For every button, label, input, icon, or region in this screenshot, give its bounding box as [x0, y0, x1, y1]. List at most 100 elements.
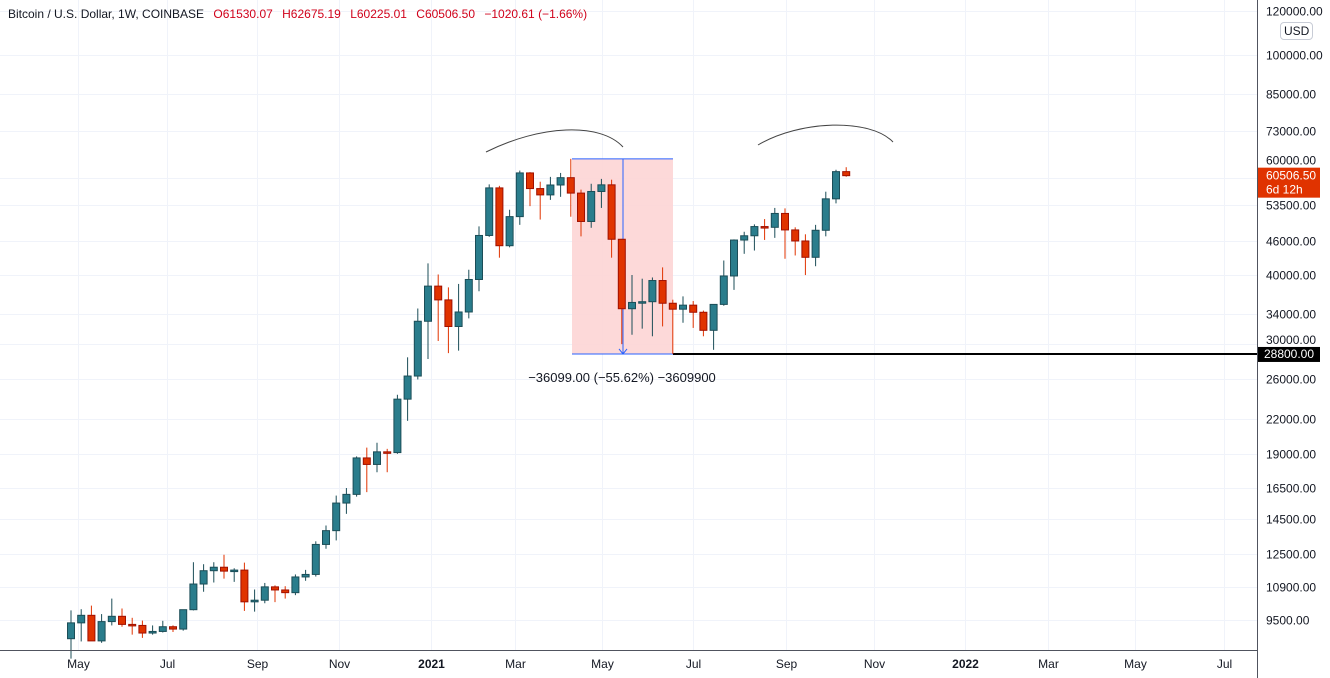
candle-body [148, 630, 157, 634]
candle [770, 207, 779, 238]
candle-body [750, 226, 759, 237]
last-price-label: 60506.50 6d 12h [1258, 167, 1320, 198]
candle-body [322, 530, 330, 545]
candle-body [271, 586, 279, 591]
candle-body [403, 375, 412, 400]
candle-body [332, 502, 341, 532]
candle [138, 620, 147, 638]
candle [424, 263, 432, 360]
candle-body [240, 569, 249, 603]
time-tick-label: Jul [1217, 657, 1232, 671]
ohlc-low: L60225.01 [350, 7, 407, 21]
candle [628, 275, 636, 335]
price-axis[interactable]: 9500.00 10900.00 12500.00 14500.00 16500.00 1… [1266, 5, 1323, 628]
candle [240, 562, 249, 611]
candle-body [107, 615, 116, 623]
candle-body [301, 573, 310, 578]
candle [526, 172, 534, 207]
candle-body [628, 301, 636, 310]
candle [403, 357, 412, 421]
candle-body [352, 457, 361, 495]
candle-body [821, 198, 830, 231]
candle [281, 586, 290, 599]
candle-body [189, 583, 198, 611]
svg-text:28800.00: 28800.00 [1264, 347, 1314, 361]
price-tick-label: 85000.00 [1266, 88, 1316, 102]
time-tick-label: Jul [160, 657, 175, 671]
candle [709, 303, 718, 350]
candle [373, 442, 381, 473]
time-tick-label: Nov [864, 657, 885, 671]
candle [342, 488, 351, 514]
candle-body [505, 216, 514, 247]
candle-body [475, 234, 483, 280]
price-tick-label: 40000.00 [1266, 269, 1316, 283]
candle-body [597, 184, 606, 192]
candle [617, 238, 626, 345]
time-tick-label: May [591, 657, 614, 671]
drawn-arc-right[interactable] [757, 124, 894, 146]
candle-body [230, 569, 239, 573]
currency-button[interactable]: USD [1280, 22, 1314, 40]
candle-body [97, 621, 106, 642]
price-tick-label: 34000.00 [1266, 308, 1316, 322]
candle [148, 625, 157, 635]
candle-body [495, 187, 504, 247]
candle-body [373, 451, 381, 465]
price-tick-label: 10900.00 [1266, 581, 1316, 595]
candle-body [77, 614, 86, 624]
candle [505, 209, 514, 248]
candle [791, 227, 800, 256]
ohlc-close: C60506.50 [416, 7, 475, 21]
candle-body [791, 229, 800, 242]
candle [801, 234, 810, 276]
candle [597, 178, 606, 208]
time-tick-label: Nov [329, 657, 350, 671]
candle [189, 562, 198, 611]
candle [648, 277, 657, 337]
candle-body [87, 614, 96, 642]
candle [87, 605, 96, 642]
candle-body [342, 493, 351, 504]
candle-body [658, 280, 667, 304]
price-tick-label: 46000.00 [1266, 235, 1316, 249]
candle-body [587, 190, 596, 222]
candle [362, 447, 371, 493]
time-axis[interactable]: May Jul Sep Nov 2021 Mar May Jul Sep Nov 2022 Mar Ma… [67, 657, 1232, 671]
candle [413, 308, 422, 380]
candle [291, 574, 300, 596]
drawn-arc-left[interactable] [485, 129, 624, 153]
candle-body [199, 570, 208, 585]
candle-body [811, 229, 820, 258]
candle-body [770, 212, 779, 228]
candle-body [832, 171, 840, 200]
candle [128, 617, 137, 635]
ohlc-high: H62675.19 [282, 7, 341, 21]
candle [301, 569, 310, 581]
candle-body [719, 275, 728, 305]
time-tick-label: May [1124, 657, 1147, 671]
candle [169, 625, 177, 632]
candle [842, 167, 851, 177]
candle [444, 287, 453, 354]
ohlc-change: −1020.61 (−1.66%) [484, 7, 588, 21]
candle-body [311, 543, 320, 575]
candle-body [250, 599, 259, 603]
candle [383, 448, 392, 473]
symbol-title[interactable]: Bitcoin / U.S. Dollar, 1W, COINBASE [8, 7, 205, 21]
candle [536, 181, 545, 220]
candle [77, 609, 86, 642]
candle [546, 176, 555, 200]
price-tick-label: 53500.00 [1266, 199, 1316, 213]
price-tick-label: 60000.00 [1266, 154, 1316, 168]
candle-body [679, 304, 687, 310]
price-tick-label: 100000.00 [1266, 49, 1323, 63]
time-tick-label: 2021 [418, 657, 445, 671]
candle [393, 394, 402, 454]
price-tick-label: 73000.00 [1266, 125, 1316, 139]
candle-body [260, 586, 269, 601]
level-price-label: 28800.00 [1258, 346, 1320, 362]
candle [556, 172, 565, 197]
candle-body [760, 226, 769, 229]
